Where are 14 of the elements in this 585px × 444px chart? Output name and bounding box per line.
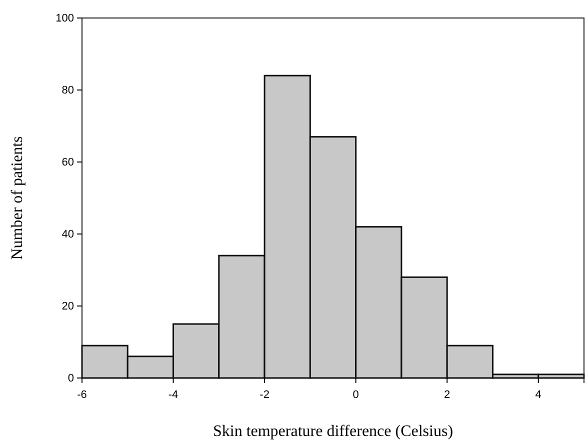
x-tick-label: 0 [352,388,359,401]
y-tick-label: 80 [62,84,74,97]
y-tick-label: 40 [62,228,74,241]
y-axis-title: Number of patients [9,136,26,260]
x-tick-label: -4 [168,388,178,401]
x-axis-title: Skin temperature difference (Celsius) [212,423,454,440]
x-tick-label: -2 [260,388,270,401]
x-tick-label: 2 [444,388,450,401]
y-tick-label: 60 [62,156,74,169]
y-tick-label: 0 [68,372,74,385]
y-tick-label: 20 [62,300,74,313]
x-tick-label: 4 [535,388,542,401]
y-tick-label: 100 [56,12,74,25]
x-tick-label: -6 [77,388,87,401]
